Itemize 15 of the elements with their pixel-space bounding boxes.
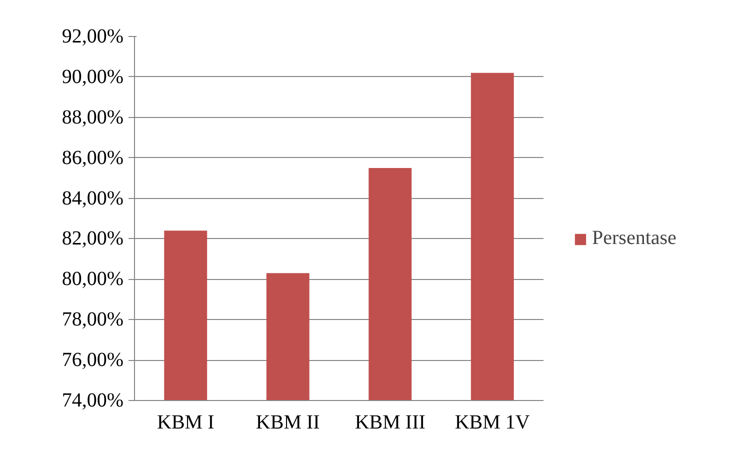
x-tick-label: KBM I <box>157 412 214 434</box>
y-tick-label: 88,00% <box>62 106 124 128</box>
y-tick-label: 76,00% <box>62 349 124 372</box>
x-tick-label: KBM 1V <box>454 412 530 434</box>
y-tick-label: 84,00% <box>62 187 124 210</box>
y-tick-label: 86,00% <box>62 146 124 169</box>
x-tick-label: KBM II <box>256 412 320 434</box>
y-tick-label: 90,00% <box>62 66 124 88</box>
y-tick-label: 92,00% <box>62 26 124 48</box>
y-tick-label: 80,00% <box>62 268 124 290</box>
x-tick-label: KBM III <box>354 412 426 434</box>
y-tick-label: 74,00% <box>62 390 124 412</box>
y-tick-label: 82,00% <box>62 228 124 250</box>
legend-label: Persentase <box>592 227 676 250</box>
y-tick-label: 78,00% <box>62 308 124 331</box>
